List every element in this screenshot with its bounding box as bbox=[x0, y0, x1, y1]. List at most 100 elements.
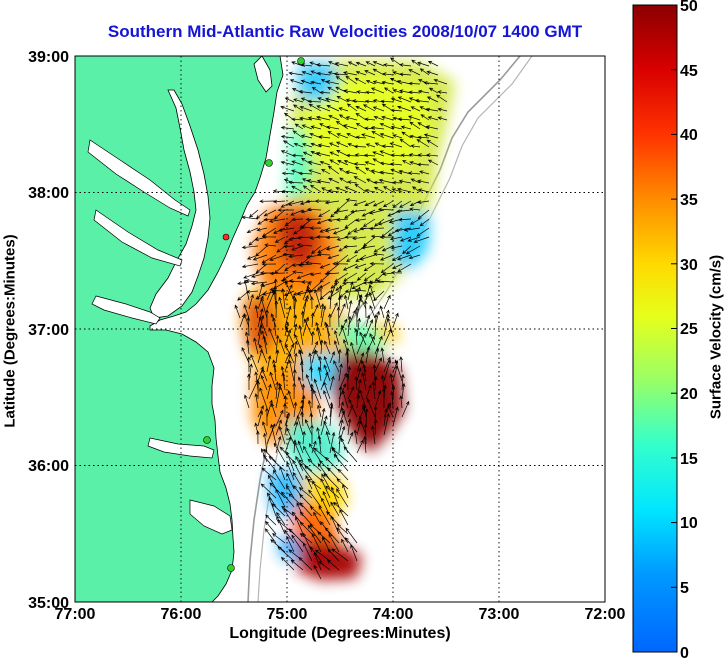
land-mass bbox=[75, 56, 284, 602]
velocity-arrow bbox=[341, 538, 349, 553]
velocity-arrow bbox=[257, 282, 264, 301]
velocity-arrow bbox=[391, 385, 396, 400]
velocity-arrow bbox=[308, 103, 322, 112]
velocity-arrow bbox=[383, 359, 392, 382]
velocity-arrow bbox=[325, 485, 340, 499]
velocity-arrow bbox=[326, 511, 340, 526]
velocity-arrow bbox=[338, 401, 344, 418]
velocity-arrow bbox=[275, 488, 286, 508]
plot-frame bbox=[74, 55, 606, 603]
velocity-arrow bbox=[328, 115, 340, 121]
velocity-arrow bbox=[311, 340, 319, 355]
velocity-arrow bbox=[373, 418, 378, 436]
y-tick-label: 39:00 bbox=[28, 49, 69, 66]
velocity-arrow bbox=[256, 380, 261, 400]
velocity-arrow bbox=[337, 295, 342, 310]
velocity-arrow bbox=[292, 382, 297, 400]
velocity-arrow bbox=[369, 284, 376, 301]
velocity-arrow bbox=[257, 295, 264, 310]
velocity-arrow bbox=[399, 72, 412, 77]
velocity-arrow bbox=[261, 254, 277, 264]
velocity-arrow bbox=[433, 78, 448, 85]
velocity-arrow bbox=[303, 542, 313, 562]
velocity-arrow bbox=[399, 138, 412, 148]
velocity-arrow bbox=[279, 466, 286, 481]
velocity-arrow bbox=[416, 162, 430, 167]
velocity-arrow bbox=[427, 159, 439, 166]
colorbar-tick-label: 0 bbox=[680, 645, 689, 659]
velocity-arrow bbox=[412, 186, 421, 193]
velocity-arrow bbox=[370, 125, 385, 130]
velocity-arrow bbox=[280, 150, 295, 157]
velocity-arrow bbox=[280, 200, 295, 208]
velocity-arrow bbox=[436, 94, 448, 103]
velocity-arrow bbox=[323, 473, 340, 490]
station-marker bbox=[222, 233, 230, 241]
velocity-arrow bbox=[307, 99, 322, 104]
velocity-arrow bbox=[364, 99, 376, 104]
velocity-arrow bbox=[356, 317, 361, 337]
velocity-arrow bbox=[345, 351, 349, 373]
velocity-arrow bbox=[292, 439, 297, 454]
velocity-arrow bbox=[300, 411, 304, 427]
velocity-arrow bbox=[365, 335, 375, 355]
velocity-arrow bbox=[348, 398, 358, 418]
velocity-arrow bbox=[311, 245, 322, 255]
velocity-arrow bbox=[308, 489, 322, 508]
velocity-arrow bbox=[263, 209, 277, 217]
velocity-arrow bbox=[363, 104, 376, 112]
velocity-arrow bbox=[336, 306, 341, 328]
velocity-arrow bbox=[253, 337, 259, 355]
velocity-arrow bbox=[346, 254, 358, 262]
velocity-arrow bbox=[410, 106, 421, 112]
velocity-arrow bbox=[417, 188, 430, 193]
velocity-arrow bbox=[269, 254, 286, 261]
velocity-arrow bbox=[356, 297, 362, 319]
velocity-arrow bbox=[309, 296, 314, 310]
velocity-arrow bbox=[323, 390, 331, 409]
velocity-arrow bbox=[306, 179, 322, 184]
velocity-arrow bbox=[345, 373, 350, 391]
velocity-arrow bbox=[399, 89, 412, 94]
velocity-arrow bbox=[369, 332, 376, 346]
velocity-arrow bbox=[325, 235, 340, 240]
velocity-arrow bbox=[263, 448, 277, 463]
velocity-arrow bbox=[291, 61, 304, 67]
velocity-arrow bbox=[309, 506, 322, 517]
velocity-arrow bbox=[417, 135, 430, 140]
velocity-arrow bbox=[372, 200, 385, 207]
velocity-arrow bbox=[381, 387, 386, 409]
velocity-arrow bbox=[312, 480, 322, 499]
velocity-arrow bbox=[278, 426, 286, 445]
velocity-arrow bbox=[241, 215, 259, 220]
velocity-arrow bbox=[365, 90, 376, 95]
velocity-arrow bbox=[333, 453, 349, 472]
velocity-arrow bbox=[261, 467, 277, 481]
velocity-arrow bbox=[257, 314, 265, 337]
velocity-arrow bbox=[281, 505, 295, 517]
velocity-arrow bbox=[252, 254, 268, 261]
colorbar-tick-label: 35 bbox=[680, 192, 698, 209]
velocity-arrow bbox=[417, 209, 430, 220]
velocity-arrow bbox=[302, 185, 313, 193]
velocity-arrow bbox=[275, 435, 282, 454]
velocity-arrow bbox=[256, 227, 268, 232]
velocity-arrow bbox=[383, 402, 391, 418]
velocity-arrow bbox=[408, 97, 421, 103]
velocity-arrow bbox=[266, 287, 273, 301]
velocity-arrow bbox=[417, 61, 430, 67]
velocity-arrow bbox=[310, 312, 315, 328]
x-axis-label: Longitude (Degrees:Minutes) bbox=[229, 625, 451, 642]
velocity-arrow bbox=[402, 245, 412, 255]
velocity-arrow bbox=[299, 494, 313, 508]
velocity-arrow bbox=[343, 71, 358, 76]
velocity-arrow bbox=[365, 143, 376, 148]
velocity-arrow bbox=[308, 169, 322, 175]
velocity-arrow bbox=[383, 294, 391, 310]
velocity-arrow bbox=[299, 360, 304, 382]
velocity-arrow bbox=[270, 539, 286, 553]
velocity-arrow bbox=[327, 165, 340, 175]
velocity-arrow bbox=[392, 134, 403, 139]
velocity-arrow bbox=[320, 305, 327, 328]
velocity-arrow bbox=[246, 254, 259, 260]
